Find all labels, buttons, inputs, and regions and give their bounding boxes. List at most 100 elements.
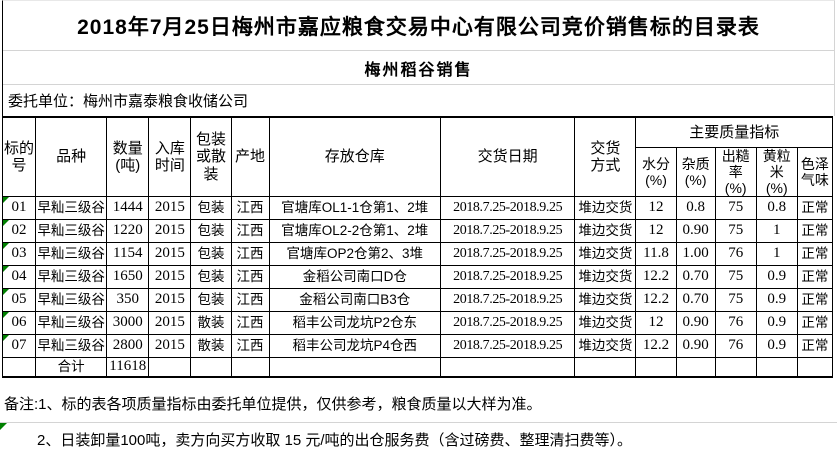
cell-error-indicator-icon bbox=[3, 197, 9, 203]
cell-color-smell: 正常 bbox=[796, 218, 834, 243]
cell-warehouse: 稻丰公司龙坑P2仓东 bbox=[268, 310, 442, 335]
cell-variety: 早籼三级谷 bbox=[35, 333, 108, 358]
cell-delivery-date: 2018.7.25-2018.9.25 bbox=[439, 287, 576, 312]
cell-delivery-method: 堆边交货 bbox=[574, 218, 637, 243]
cell-error-indicator-icon bbox=[3, 312, 9, 318]
page-title: 2018年7月25日梅州市嘉应粮食交易中心有限公司竞价销售标的目录表 bbox=[77, 15, 760, 39]
cell-moisture: 12 bbox=[635, 195, 677, 220]
cell-year: 2015 bbox=[148, 287, 192, 312]
note-1-text: 备注:1、标的表各项质量指标由委托单位提供，仅供参考，粮食质量以大样为准。 bbox=[4, 396, 542, 413]
cell-variety: 早籼三级谷 bbox=[35, 264, 108, 289]
header-quality-group: 主要质量指标 bbox=[635, 116, 833, 148]
cell-moisture: 12.2 bbox=[635, 287, 677, 312]
cell-warehouse: 金稻公司南口B3仓 bbox=[268, 287, 442, 312]
cell-quantity: 11618 bbox=[106, 356, 150, 378]
cell-impurity: 1.00 bbox=[675, 241, 716, 266]
cell-lot: 04 bbox=[1, 264, 37, 289]
header-color-smell: 色泽 气味 bbox=[796, 146, 834, 197]
cell-brown-rate: 75 bbox=[714, 287, 757, 312]
note-2-text: 2、日装卸量100吨，卖方向买方收取 15 元/吨的出仓服务费（含过磅费、整理清… bbox=[37, 431, 633, 449]
cell-impurity bbox=[675, 356, 716, 378]
header-brown-rice-rate: 出糙 率 (%) bbox=[714, 146, 757, 197]
cell-color-smell: 正常 bbox=[796, 310, 834, 335]
header-warehouse: 存放仓库 bbox=[268, 116, 442, 197]
document-header: 2018年7月25日梅州市嘉应粮食交易中心有限公司竞价销售标的目录表 梅州稻谷销… bbox=[2, 0, 835, 116]
cell-origin bbox=[230, 356, 270, 378]
cell-brown-rate: 75 bbox=[714, 195, 757, 220]
cell-yellow-rice: 1 bbox=[755, 218, 798, 243]
cell-delivery-date: 2018.7.25-2018.9.25 bbox=[439, 195, 576, 220]
cell-delivery-method: 堆边交货 bbox=[574, 310, 637, 335]
cell-origin: 江西 bbox=[230, 195, 270, 220]
table-body: 01 早籼三级谷 1444 2015 包装 江西 官塘库OL1-1仓第1、2堆 2018.7.… bbox=[1, 195, 834, 378]
cell-origin: 江西 bbox=[230, 333, 270, 358]
cell-error-indicator-icon bbox=[3, 220, 9, 226]
page-subtitle-row: 梅州稻谷销售 bbox=[3, 51, 834, 85]
page-subtitle: 梅州稻谷销售 bbox=[364, 61, 473, 79]
cell-lot: 05 bbox=[1, 287, 37, 312]
cell-quantity: 2800 bbox=[106, 333, 150, 358]
cell-year: 2015 bbox=[148, 310, 192, 335]
cell-yellow-rice bbox=[755, 356, 798, 378]
cell-impurity: 0.70 bbox=[675, 287, 716, 312]
cell-variety: 早籼三级谷 bbox=[35, 195, 108, 220]
cell-impurity: 0.90 bbox=[675, 218, 716, 243]
cell-origin: 江西 bbox=[230, 218, 270, 243]
cell-moisture: 11.8 bbox=[635, 241, 677, 266]
cell-variety: 早籼三级谷 bbox=[35, 310, 108, 335]
cell-year: 2015 bbox=[148, 333, 192, 358]
cell-variety: 早籼三级谷 bbox=[35, 241, 108, 266]
cell-warehouse bbox=[268, 356, 442, 378]
cell-origin: 江西 bbox=[230, 241, 270, 266]
cell-year: 2015 bbox=[148, 264, 192, 289]
note-line-1: 备注:1、标的表各项质量指标由委托单位提供，仅供参考，粮食质量以大样为准。 bbox=[0, 385, 837, 422]
cell-delivery-method: 堆边交货 bbox=[574, 241, 637, 266]
cell-color-smell: 正常 bbox=[796, 287, 834, 312]
cell-warehouse: 稻丰公司龙坑P4仓西 bbox=[268, 333, 442, 358]
note-error-indicator-icon bbox=[0, 423, 7, 430]
table-row: 07 早籼三级谷 2800 2015 散装 江西 稻丰公司龙坑P4仓西 2018.7.25-2… bbox=[1, 333, 834, 358]
header-packaging: 包装 或散 装 bbox=[190, 116, 232, 197]
cell-delivery-method: 堆边交货 bbox=[574, 264, 637, 289]
cell-origin: 江西 bbox=[230, 264, 270, 289]
cell-color-smell bbox=[796, 356, 834, 378]
cell-moisture bbox=[635, 356, 677, 378]
cell-year: 2015 bbox=[148, 218, 192, 243]
table-row: 01 早籼三级谷 1444 2015 包装 江西 官塘库OL1-1仓第1、2堆 2018.7.… bbox=[1, 195, 834, 220]
cell-packaging: 包装 bbox=[190, 195, 232, 220]
table-row: 02 早籼三级谷 1220 2015 包装 江西 官塘库OL2-2仓第1、2堆 2018.7.… bbox=[1, 218, 834, 243]
cell-packaging: 包装 bbox=[190, 218, 232, 243]
cell-delivery-date: 2018.7.25-2018.9.25 bbox=[439, 264, 576, 289]
cell-packaging: 包装 bbox=[190, 287, 232, 312]
cell-lot: 07 bbox=[1, 333, 37, 358]
header-lot: 标的 号 bbox=[1, 116, 37, 197]
cell-error-indicator-icon bbox=[3, 289, 9, 295]
catalog-table: 标的 号 品种 数量 (吨) 入库 时间 包装 或散 装 产地 存放仓库 交货日… bbox=[1, 116, 834, 379]
note-line-2: 2、日装卸量100吨，卖方向买方收取 15 元/吨的出仓服务费（含过磅费、整理清… bbox=[0, 422, 837, 455]
cell-delivery-method bbox=[574, 356, 637, 378]
header-variety: 品种 bbox=[35, 116, 108, 197]
header-origin: 产地 bbox=[230, 116, 270, 197]
cell-packaging bbox=[190, 356, 232, 378]
cell-origin: 江西 bbox=[230, 310, 270, 335]
table-row: 06 早籼三级谷 3000 2015 散装 江西 稻丰公司龙坑P2仓东 2018.7.25-2… bbox=[1, 310, 834, 335]
cell-lot bbox=[1, 356, 37, 378]
table-total-row: 合计 11618 bbox=[1, 356, 834, 378]
cell-color-smell: 正常 bbox=[796, 195, 834, 220]
cell-yellow-rice: 0.8 bbox=[755, 195, 798, 220]
cell-delivery-date: 2018.7.25-2018.9.25 bbox=[439, 333, 576, 358]
consignor-label: 委托单位：梅州市嘉泰粮食收储公司 bbox=[8, 93, 249, 110]
cell-quantity: 1154 bbox=[106, 241, 150, 266]
header-storage-year: 入库 时间 bbox=[148, 116, 192, 197]
cell-moisture: 12 bbox=[635, 218, 677, 243]
cell-delivery-date: 2018.7.25-2018.9.25 bbox=[439, 241, 576, 266]
cell-packaging: 散装 bbox=[190, 333, 232, 358]
cell-impurity: 0.90 bbox=[675, 310, 716, 335]
cell-brown-rate: 75 bbox=[714, 264, 757, 289]
header-moisture: 水分 (%) bbox=[635, 146, 677, 197]
cell-impurity: 0.90 bbox=[675, 333, 716, 358]
table-row: 05 早籼三级谷 350 2015 包装 江西 金稻公司南口B3仓 2018.7.25-201… bbox=[1, 287, 834, 312]
cell-error-indicator-icon bbox=[3, 335, 9, 341]
cell-color-smell: 正常 bbox=[796, 333, 834, 358]
cell-warehouse: 官塘库OL1-1仓第1、2堆 bbox=[268, 195, 442, 220]
